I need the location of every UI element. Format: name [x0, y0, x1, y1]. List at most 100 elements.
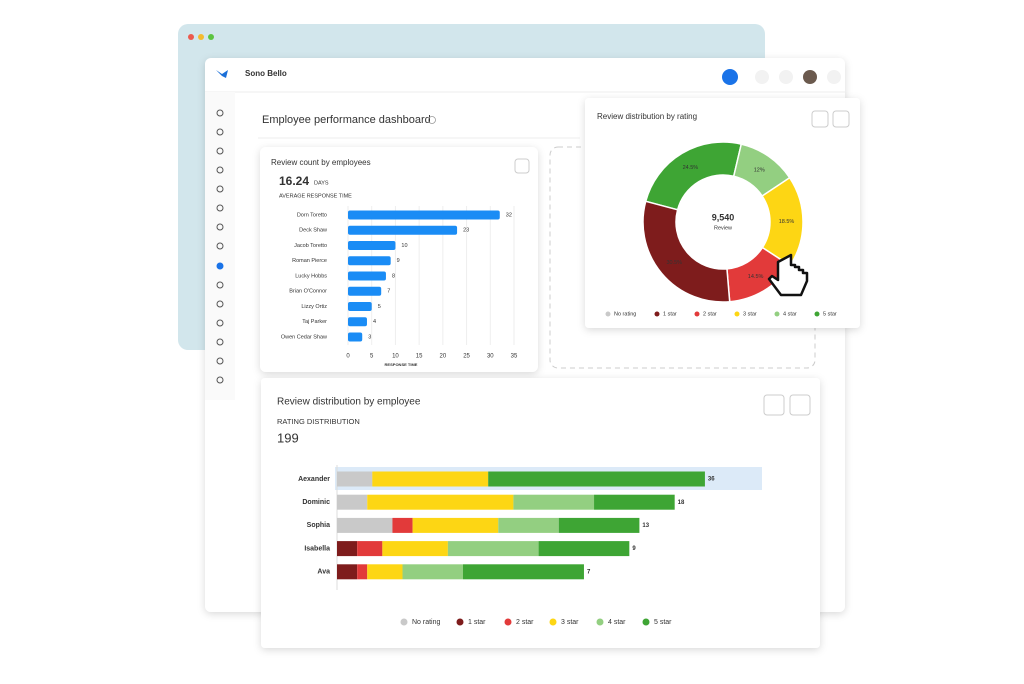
data-label: 18 — [678, 500, 685, 506]
legend-swatch — [654, 311, 660, 317]
y-tick-label: Roman Pierce — [292, 258, 327, 264]
legend-swatch — [549, 618, 557, 626]
nav-icon[interactable] — [216, 185, 224, 193]
legend-swatch — [504, 618, 512, 626]
nav-icon[interactable] — [216, 109, 224, 117]
bar — [348, 210, 500, 220]
dashboard-title: Employee performance dashboard — [262, 114, 431, 126]
logo — [216, 70, 228, 78]
bar — [348, 286, 382, 296]
bar-segment — [357, 541, 383, 557]
window-dot — [198, 34, 204, 40]
more-button[interactable] — [832, 110, 850, 128]
x-tick-label: 30 — [487, 354, 494, 360]
data-label: 3 — [368, 334, 371, 340]
x-tick-label: 5 — [370, 354, 374, 360]
legend-label: 1 star — [663, 311, 677, 317]
nav-icon[interactable] — [216, 376, 224, 384]
nav-icon[interactable] — [216, 242, 224, 250]
x-axis-label: RESPONSE TIME — [385, 362, 418, 367]
nav-icon[interactable] — [216, 357, 224, 365]
data-label: 8 — [392, 273, 395, 279]
legend-label: No rating — [412, 619, 441, 626]
bar-segment — [402, 564, 463, 580]
bar-segment — [372, 471, 489, 487]
bar-segment — [367, 564, 403, 580]
bar-segment — [337, 471, 373, 487]
data-label: 10 — [401, 243, 407, 249]
slice-label: 24.5% — [683, 165, 699, 171]
bar-segment — [594, 494, 675, 510]
legend-label: 3 star — [743, 311, 757, 317]
bar — [348, 317, 367, 327]
y-tick-label: Lucky Hobbs — [295, 273, 327, 279]
card — [260, 147, 538, 372]
cursor-hand — [767, 253, 809, 297]
y-tick-label: Isabella — [304, 545, 330, 552]
y-tick-label: Dominic — [302, 499, 330, 506]
menu-button[interactable] — [827, 70, 841, 84]
send-button[interactable] — [722, 69, 738, 85]
info-icon[interactable] — [428, 116, 436, 124]
window-dot — [208, 34, 214, 40]
nav-icon[interactable] — [216, 128, 224, 136]
data-label: 36 — [708, 477, 715, 483]
bar-segment — [337, 494, 368, 510]
nav-icon[interactable] — [216, 281, 224, 289]
bar-segment — [337, 517, 393, 533]
y-tick-label: Owen Cedar Shaw — [281, 334, 327, 340]
legend-swatch — [596, 618, 604, 626]
bar-segment — [447, 541, 539, 557]
slice-label: 30.5% — [666, 260, 682, 266]
metric: 16.24 — [279, 174, 309, 188]
bar — [348, 302, 372, 311]
more-button[interactable] — [514, 158, 530, 174]
data-label: 9 — [632, 546, 636, 552]
donut-slice — [642, 200, 731, 303]
legend-label: 1 star — [468, 619, 486, 626]
metric-label: AVERAGE RESPONSE TIME — [279, 193, 352, 199]
nav-icon[interactable] — [216, 204, 224, 212]
sidebar — [205, 92, 235, 400]
bar-segment — [463, 564, 584, 580]
bar-segment — [337, 541, 358, 557]
nav-icon[interactable] — [216, 166, 224, 174]
slice-label: 14.5% — [748, 274, 764, 280]
bar-segment — [513, 494, 595, 510]
y-tick-label: Aexander — [298, 476, 330, 483]
filter-button[interactable] — [811, 110, 829, 128]
y-tick-label: Ava — [317, 569, 330, 576]
donut-caption: Review — [714, 225, 732, 231]
help-button[interactable] — [779, 70, 793, 84]
card-title: Review distribution by employee — [277, 397, 421, 408]
donut-total: 9,540 — [712, 212, 735, 222]
nav-icon[interactable] — [216, 223, 224, 231]
bar-segment — [337, 564, 358, 580]
notification-button[interactable] — [755, 70, 769, 84]
legend-label: 2 star — [703, 311, 717, 317]
data-label: 32 — [506, 212, 512, 218]
nav-icon[interactable] — [216, 319, 224, 327]
bar-segment — [392, 517, 413, 533]
legend-label: 3 star — [561, 619, 579, 626]
legend-swatch — [734, 311, 740, 317]
nav-icon[interactable] — [216, 147, 224, 155]
bar — [348, 271, 386, 281]
legend-label: 5 star — [654, 619, 672, 626]
filter-button[interactable] — [763, 394, 785, 416]
avatar[interactable] — [803, 70, 817, 84]
nav-icon[interactable] — [216, 300, 224, 308]
card-title: Review distribution by rating — [597, 112, 697, 121]
slice-label: 12% — [754, 167, 765, 173]
legend-label: No rating — [614, 311, 636, 317]
more-button[interactable] — [789, 394, 811, 416]
legend-swatch — [400, 618, 408, 626]
x-tick-label: 35 — [511, 354, 518, 360]
y-tick-label: Jacob Toretto — [294, 243, 327, 249]
data-label: 7 — [587, 569, 591, 575]
metric-label: RATING DISTRIBUTION — [277, 417, 360, 426]
nav-icon-active[interactable] — [216, 262, 224, 270]
nav-icon[interactable] — [216, 338, 224, 346]
bar — [348, 332, 363, 342]
